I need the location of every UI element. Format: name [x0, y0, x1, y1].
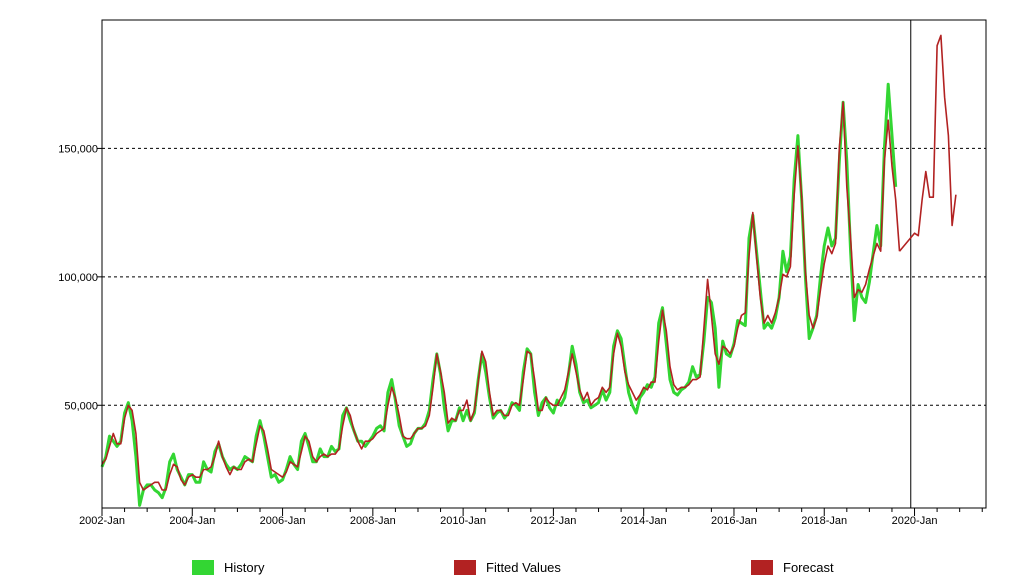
- y-axis-ticks: 50,000 100,000 150,000: [58, 143, 102, 412]
- plot-area-frame: [101, 19, 987, 509]
- x-tick-label: 2012-Jan: [530, 515, 576, 527]
- legend-item-history: History: [192, 560, 264, 575]
- y-tick-label: 100,000: [58, 272, 98, 284]
- y-tick-label: 50,000: [64, 400, 98, 412]
- legend-item-forecast: Forecast: [751, 560, 834, 575]
- legend-swatch-history: [192, 560, 214, 575]
- series-history-line: [100, 82, 898, 507]
- series-lines: [100, 34, 957, 507]
- x-axis-ticks: 2002-Jan 2004-Jan 2006-Jan 2008-Jan 2010-Jan…: [79, 508, 983, 527]
- x-tick-label: 2010-Jan: [440, 515, 486, 527]
- x-tick-label: 2006-Jan: [260, 515, 306, 527]
- legend-swatch-forecast: [751, 560, 773, 575]
- legend-item-fitted: Fitted Values: [454, 560, 561, 575]
- legend-label-fitted: Fitted Values: [486, 560, 561, 575]
- legend: History Fitted Values Forecast: [0, 558, 1024, 582]
- x-tick-label: 2018-Jan: [801, 515, 847, 527]
- x-tick-label: 2020-Jan: [892, 515, 938, 527]
- x-tick-label: 2016-Jan: [711, 515, 757, 527]
- x-tick-label: 2004-Jan: [169, 515, 215, 527]
- legend-label-history: History: [224, 560, 265, 575]
- y-tick-label: 150,000: [58, 143, 98, 155]
- x-tick-label: 2014-Jan: [621, 515, 667, 527]
- x-tick-label: 2008-Jan: [350, 515, 396, 527]
- x-tick-label: 2002-Jan: [79, 515, 125, 527]
- legend-label-forecast: Forecast: [783, 560, 834, 575]
- series-forecast-line: [898, 34, 957, 252]
- legend-swatch-fitted: [454, 560, 476, 575]
- series-fitted-line: [101, 101, 901, 491]
